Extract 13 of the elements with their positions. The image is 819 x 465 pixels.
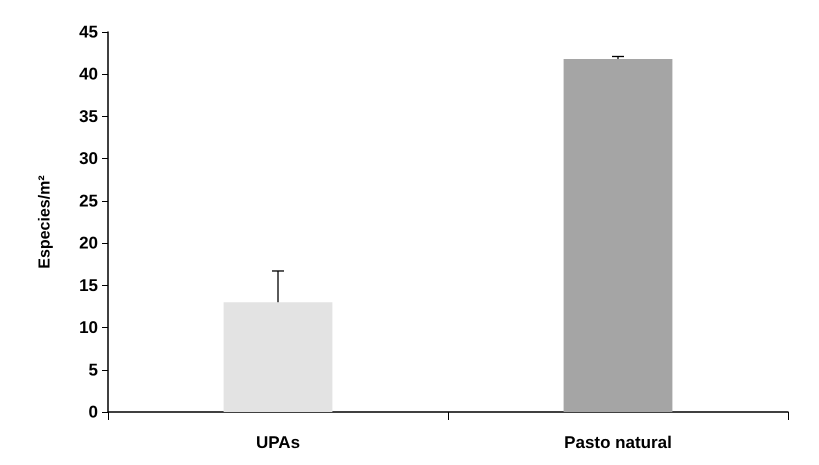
y-tick-label: 30 [79, 149, 98, 168]
y-tick-label: 45 [79, 22, 98, 42]
x-tick-label: UPAs [256, 433, 300, 452]
x-tick-label: Pasto natural [564, 433, 672, 452]
y-tick-label: 40 [79, 64, 98, 84]
y-tick-label: 35 [79, 106, 98, 126]
y-axis-title: Especies/m² [36, 175, 54, 269]
y-tick-label: 20 [79, 234, 98, 253]
y-tick-label: 10 [79, 318, 98, 338]
y-tick-label: 0 [88, 402, 98, 422]
y-tick-label: 15 [79, 276, 98, 295]
y-tick-label: 25 [79, 191, 98, 210]
y-tick-label: 5 [88, 360, 98, 380]
